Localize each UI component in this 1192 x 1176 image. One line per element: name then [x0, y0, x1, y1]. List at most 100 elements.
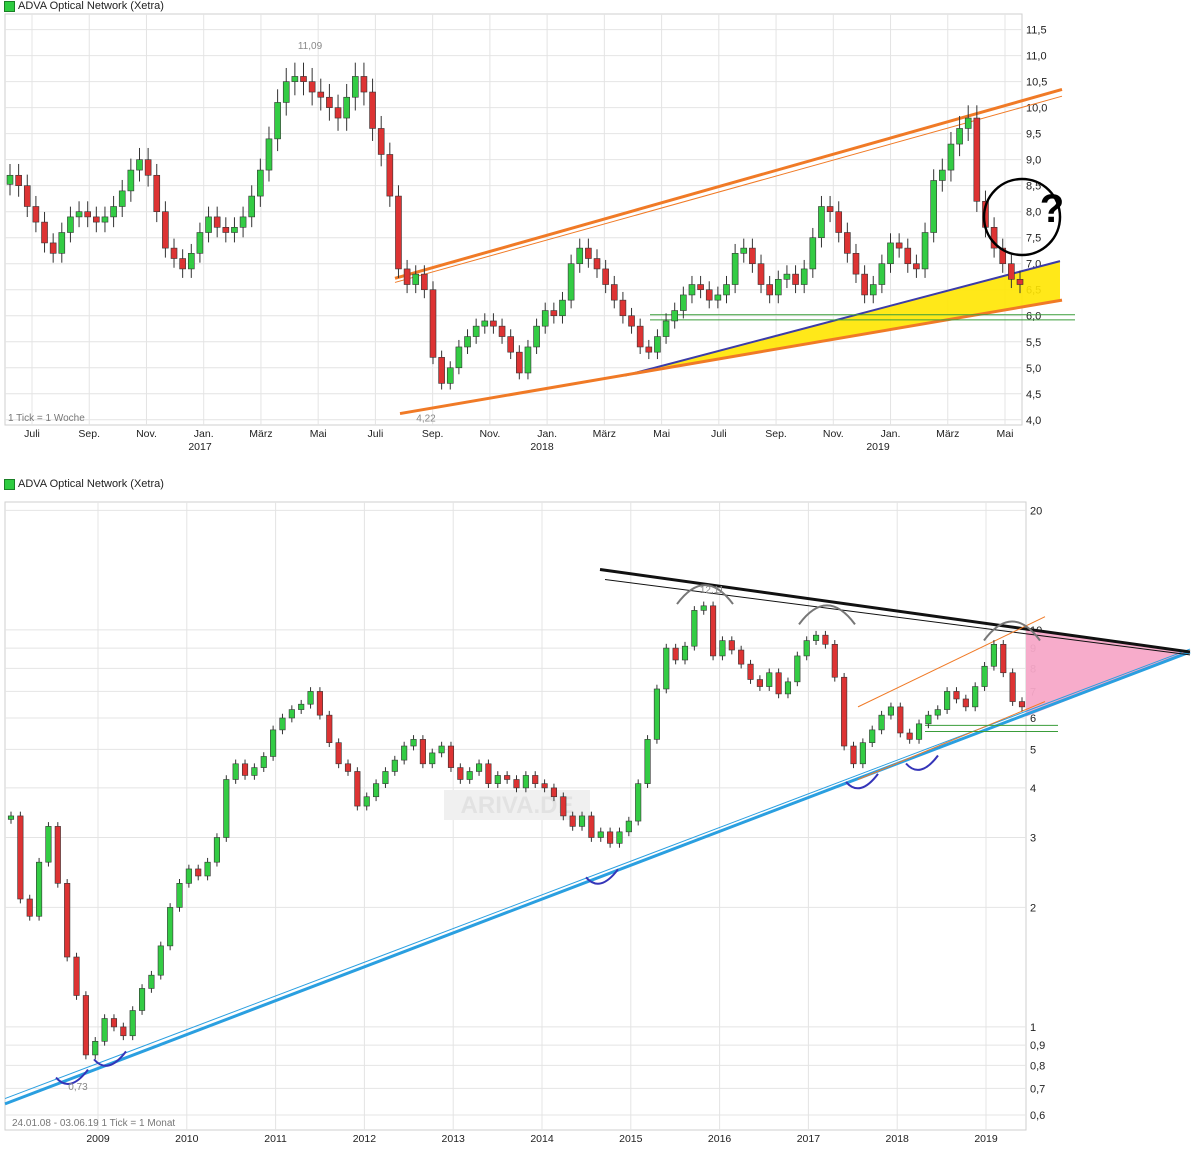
x-year-label: 2019 — [866, 441, 890, 453]
candle-up — [654, 336, 661, 353]
candle-up — [944, 691, 951, 710]
y-tick-label: 5,0 — [1026, 363, 1041, 375]
candle-down — [636, 325, 644, 348]
x-month-label: Juli — [711, 428, 727, 440]
candle-up — [343, 96, 350, 119]
candle-up — [818, 206, 825, 239]
candle-up — [373, 783, 380, 798]
candle-down — [738, 649, 745, 665]
x-year-label: 2015 — [619, 1133, 643, 1145]
candle-down — [54, 826, 61, 884]
weekly-candlestick-chart: 4,04,55,05,56,06,57,07,58,08,59,09,510,0… — [4, 13, 1075, 453]
candle-up — [429, 752, 436, 765]
candle-down — [756, 679, 763, 687]
candle-down — [775, 672, 782, 695]
candle-down — [962, 698, 969, 708]
y-tick-label: 9,0 — [1026, 155, 1041, 167]
candle-down — [513, 779, 520, 789]
candle-down — [308, 81, 316, 93]
candle-up — [688, 284, 696, 296]
candle-up — [118, 190, 126, 207]
support-hook-annotation — [93, 1050, 127, 1067]
candle-up — [671, 310, 679, 322]
candle-up — [288, 709, 295, 719]
candle-up — [136, 159, 143, 171]
candle-down — [335, 742, 342, 765]
candle-down — [153, 174, 161, 212]
y-tick-label: 10,5 — [1026, 77, 1047, 89]
candle-up — [869, 729, 876, 743]
candle-up — [740, 247, 748, 254]
candle-up — [887, 242, 894, 265]
x-month-label: Sep. — [78, 428, 100, 440]
candle-down — [110, 1018, 118, 1028]
x-year-label: 2013 — [442, 1133, 466, 1145]
y-tick-label: 1 — [1030, 1022, 1036, 1034]
candle-up — [298, 703, 305, 710]
candle-up — [6, 174, 14, 185]
candle-down — [317, 91, 325, 98]
candle-up — [92, 1040, 99, 1056]
candle-down — [438, 357, 445, 384]
candle-down — [429, 289, 437, 358]
candle-up — [412, 273, 420, 285]
candle-down — [560, 796, 567, 817]
candle-down — [672, 647, 679, 661]
monthly-candlestick-chart: 0,60,70,80,91234567891020200920102011201… — [4, 501, 1191, 1145]
candle-down — [1000, 643, 1007, 674]
candle-up — [7, 815, 15, 820]
candle-up — [813, 634, 820, 641]
candle-up — [410, 739, 417, 747]
x-year-label: 2018 — [886, 1133, 910, 1145]
candle-up — [36, 861, 43, 917]
x-month-label: Jan. — [194, 428, 214, 440]
y-tick-label: 8,5 — [1026, 181, 1041, 193]
candle-up — [127, 169, 135, 192]
candle-down — [697, 284, 704, 291]
monthly-title-text: ADVA Optical Network (Xetra) — [18, 478, 164, 490]
candle-up — [101, 216, 109, 223]
x-month-label: Nov. — [136, 428, 157, 440]
candle-up — [522, 775, 529, 789]
candle-up — [878, 263, 886, 285]
monthly-chart-title: ADVA Optical Network (Xetra) — [4, 478, 164, 490]
candle-up — [869, 284, 877, 296]
candle-down — [588, 815, 595, 838]
x-year-label: 2011 — [264, 1133, 287, 1145]
x-month-label: Nov. — [479, 428, 500, 440]
candle-down — [504, 775, 511, 780]
candle-up — [494, 775, 501, 784]
candle-down — [485, 763, 492, 784]
top-arc-annotation — [676, 584, 734, 605]
candle-up — [466, 771, 473, 780]
y-tick-label: 0,8 — [1030, 1060, 1045, 1072]
y-tick-label: 5 — [1030, 744, 1036, 756]
range-note: 24.01.08 - 03.06.19 1 Tick = 1 Monat — [12, 1118, 175, 1129]
candle-up — [956, 128, 963, 145]
candle-up — [990, 643, 997, 667]
y-tick-label: 4,5 — [1026, 389, 1041, 401]
support-hook-annotation — [905, 754, 939, 771]
y-tick-label: 3 — [1030, 833, 1036, 845]
x-month-label: März — [593, 428, 616, 440]
candle-up — [921, 232, 929, 270]
candle-up — [794, 655, 801, 683]
high-annotation: 12,11 — [700, 585, 725, 596]
candle-up — [363, 796, 370, 807]
candle-down — [23, 185, 31, 207]
y-tick-label: 0,7 — [1030, 1083, 1045, 1095]
candle-down — [26, 898, 33, 917]
support-line-upper — [624, 260, 1061, 377]
candle-up — [625, 820, 632, 833]
candle-up — [45, 826, 52, 863]
x-month-label: Jan. — [881, 428, 901, 440]
candle-up — [248, 195, 256, 218]
candle-down — [498, 325, 506, 337]
candle-up — [766, 672, 773, 687]
candle-up — [464, 336, 471, 348]
candle-down — [73, 956, 80, 996]
candle-down — [749, 247, 756, 265]
x-month-label: Mai — [653, 428, 670, 440]
candle-down — [241, 763, 249, 776]
candle-down — [93, 216, 100, 223]
